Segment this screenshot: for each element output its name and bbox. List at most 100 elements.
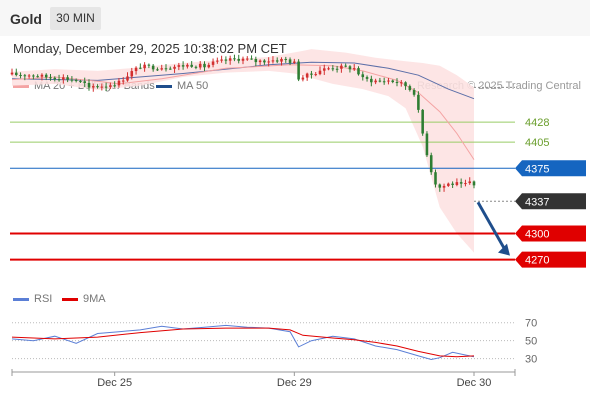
candle-body (113, 85, 116, 87)
candle-body (130, 71, 134, 77)
candle (168, 66, 172, 70)
candle (464, 179, 467, 187)
candle-body (468, 181, 472, 184)
candle-body (447, 183, 450, 186)
candle (130, 67, 134, 80)
candle-body (228, 58, 232, 61)
candle (126, 72, 129, 82)
candle-body (438, 184, 442, 188)
candle-body (434, 172, 437, 185)
legend-ma50: MA 50 (156, 80, 208, 92)
candle (23, 73, 27, 81)
candle-body (378, 80, 382, 82)
candle (173, 64, 176, 73)
timeframe-badge[interactable]: 30 MIN (50, 7, 101, 30)
candle-body (241, 58, 245, 61)
candle (220, 55, 223, 63)
candle (203, 61, 206, 72)
candle-body (301, 77, 305, 80)
candle-body (455, 182, 459, 185)
candle-body (10, 72, 14, 75)
candle (378, 77, 382, 83)
candle (100, 83, 104, 91)
candle-body (147, 64, 151, 66)
candle-body (271, 60, 275, 62)
level-label-4375: 4375 (525, 163, 549, 175)
candle-body (79, 80, 82, 82)
candle (459, 178, 463, 188)
asset-name: Gold (10, 11, 42, 27)
candle-body (245, 58, 249, 60)
candle (352, 64, 356, 71)
candle (254, 56, 258, 67)
candle (322, 64, 326, 75)
candle-body (207, 64, 211, 68)
candle-body (263, 60, 266, 63)
candle-body (27, 75, 31, 77)
candle (216, 57, 219, 64)
candle (151, 64, 155, 72)
candle-body (190, 64, 193, 67)
candle-body (412, 90, 416, 95)
candle (288, 57, 292, 66)
candle (267, 57, 270, 67)
candle-body (293, 61, 296, 63)
candle-body (211, 61, 215, 65)
candle (83, 77, 87, 88)
candle-body (267, 61, 270, 63)
candle (451, 181, 454, 189)
candle-body (395, 82, 399, 84)
x-tick-label: Dec 25 (97, 377, 132, 389)
candle-body (352, 68, 356, 70)
candle (134, 66, 138, 75)
level-tag-4300 (515, 225, 586, 242)
candle-body (280, 58, 283, 62)
candle-body (117, 80, 121, 86)
candlestick-layer (10, 54, 476, 192)
candle-body (310, 73, 313, 75)
candle-body (198, 63, 202, 68)
candle-body (233, 58, 236, 60)
timestamp: Monday, December 29, 2025 10:38:02 PM CE… (13, 41, 287, 56)
candle-body (275, 60, 279, 62)
candle (139, 63, 142, 70)
candle (27, 73, 31, 79)
candle (331, 65, 335, 72)
candle (472, 180, 476, 189)
candle (87, 79, 91, 91)
candle (117, 78, 121, 88)
ma20-swatch (13, 84, 29, 88)
candle (57, 74, 61, 82)
candle-body (40, 74, 44, 77)
candle (143, 62, 146, 72)
rsi-tick-70: 70 (525, 318, 537, 330)
candle-body (451, 183, 454, 185)
candle-body (335, 68, 339, 70)
candle-body (36, 76, 39, 78)
candle-body (224, 59, 228, 61)
level-label-4428: 4428 (525, 117, 549, 129)
candle-body (464, 183, 467, 185)
candle (44, 73, 48, 81)
candle (412, 88, 416, 97)
candle-body (44, 74, 48, 78)
x-tick-label: Dec 30 (457, 377, 492, 389)
candle-body (14, 72, 18, 75)
candle-body (220, 59, 223, 61)
candle (181, 61, 185, 70)
candle-body (391, 80, 395, 83)
candle (395, 78, 399, 87)
candle-body (156, 69, 159, 71)
candle-body (74, 80, 78, 82)
candle (429, 152, 433, 175)
candle-body (139, 67, 142, 69)
candle (455, 178, 459, 187)
candle (284, 56, 288, 63)
candle (301, 75, 305, 82)
candle (365, 75, 369, 82)
candle (207, 62, 211, 69)
candle (91, 83, 95, 92)
candle (275, 57, 279, 64)
candle (36, 74, 39, 78)
candle (421, 109, 424, 136)
